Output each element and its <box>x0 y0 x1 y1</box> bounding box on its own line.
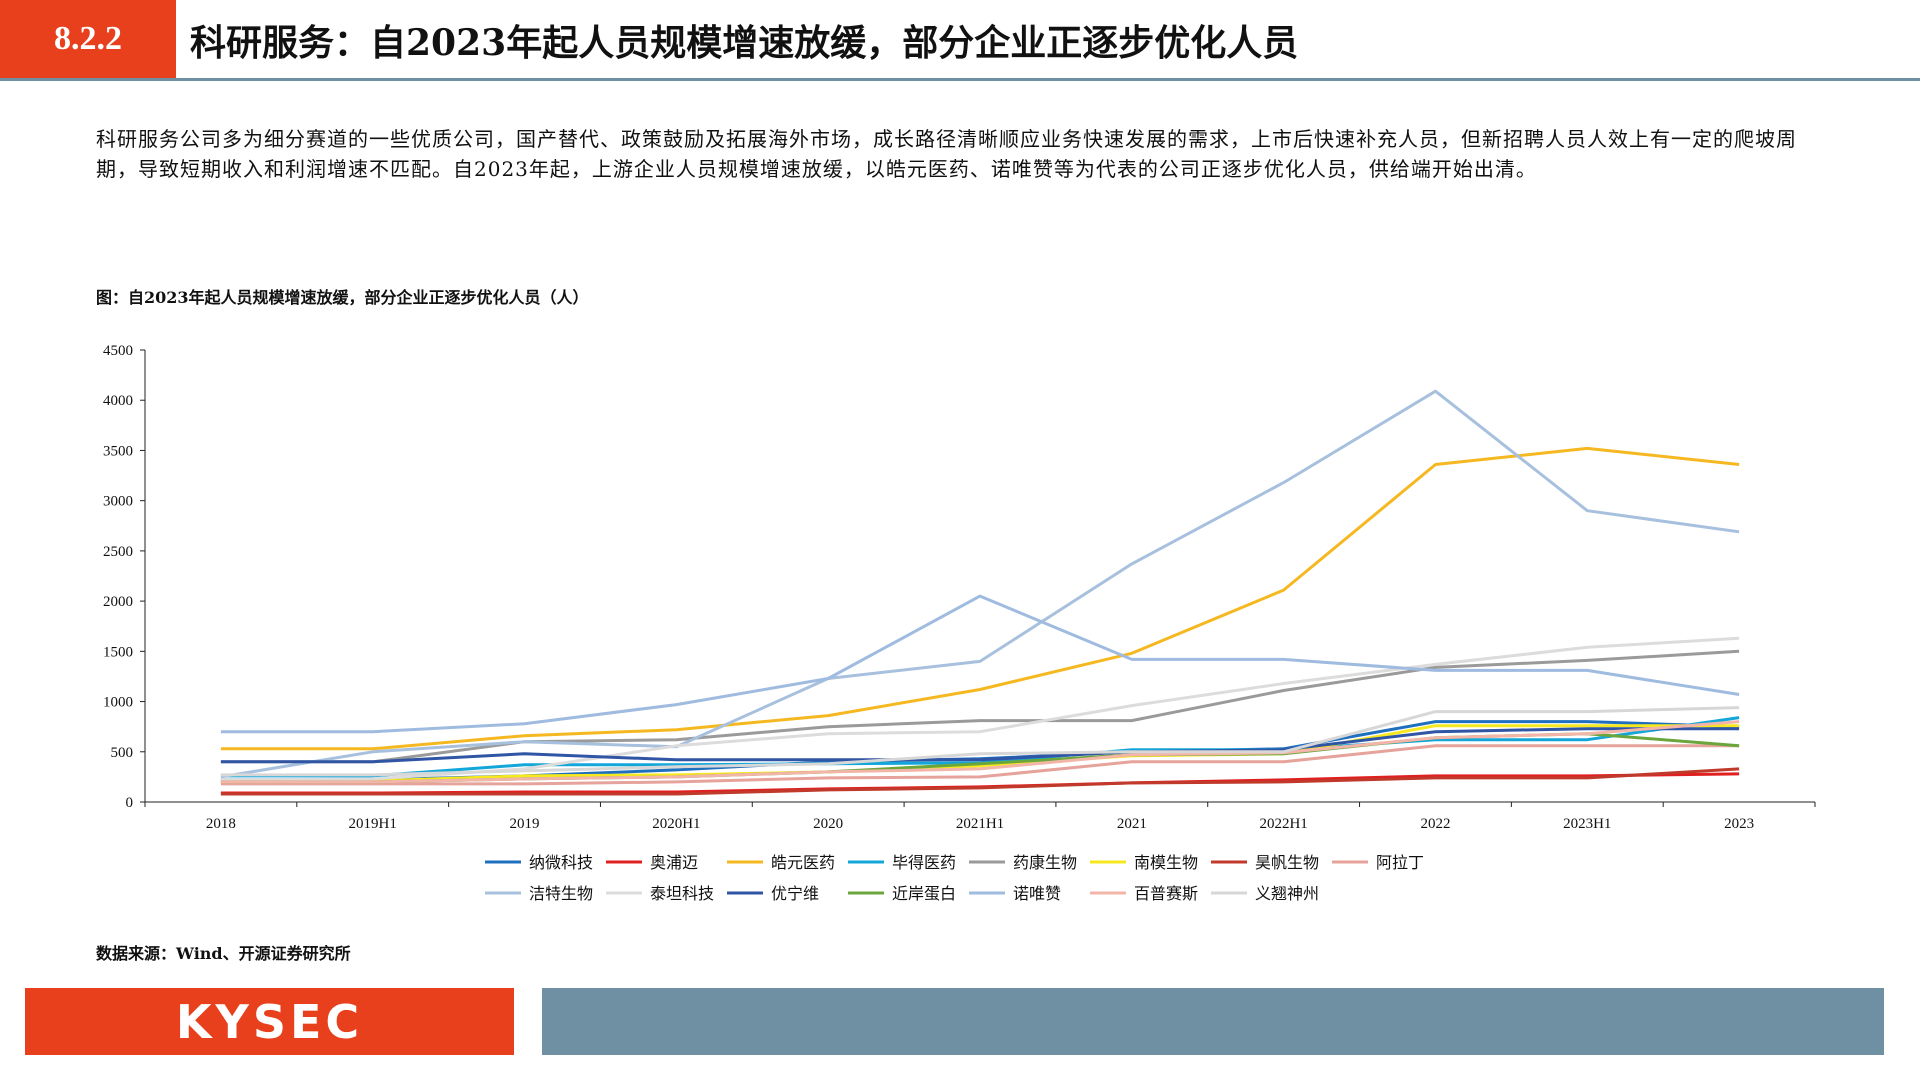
y-tick-label: 4000 <box>103 393 133 409</box>
header: 8.2.2 科研服务：自2023年起人员规模增速放缓，部分企业正逐步优化人员 <box>0 0 1920 81</box>
legend-label: 百普赛斯 <box>1134 884 1198 903</box>
legend-label: 优宁维 <box>771 884 819 903</box>
series-line <box>220 724 1740 784</box>
x-tick-label: 2019H1 <box>349 816 397 832</box>
y-tick-label: 2500 <box>103 544 133 560</box>
footer-bar <box>542 988 1884 1055</box>
y-tick-label: 1500 <box>103 644 133 660</box>
series-line <box>220 649 1740 764</box>
series-line <box>220 767 1740 796</box>
legend-label: 阿拉丁 <box>1376 853 1424 872</box>
x-tick-label: 2022H1 <box>1259 816 1307 832</box>
x-tick-label: 2020 <box>813 816 843 832</box>
figure-title: 图：自2023年起人员规模增速放缓，部分企业正逐步优化人员（人） <box>96 288 589 307</box>
legend-label: 诺唯赞 <box>1013 884 1061 903</box>
y-tick-label: 2000 <box>103 594 133 610</box>
y-tick-label: 3000 <box>103 494 133 510</box>
line-chart: 0 500 1000 1500 2000 2500 3000 3500 4000 4500 2018… <box>103 343 1816 903</box>
legend-label: 毕得医药 <box>892 853 956 872</box>
y-tick-label: 4500 <box>103 343 133 359</box>
legend-label: 南模生物 <box>1134 853 1198 872</box>
x-tick-label: 2022 <box>1420 816 1450 832</box>
series-line <box>220 446 1740 751</box>
header-divider <box>0 78 1920 81</box>
legend-label: 洁特生物 <box>529 884 593 903</box>
legend-label: 奥浦迈 <box>650 853 698 872</box>
data-source: 数据来源：Wind、开源证券研究所 <box>96 944 351 963</box>
page-title: 科研服务：自2023年起人员规模增速放缓，部分企业正逐步优化人员 <box>190 22 1299 64</box>
legend-label: 义翘神州 <box>1255 884 1319 903</box>
logo-text: KYSEC <box>175 994 364 1049</box>
x-tick-label: 2018 <box>206 816 236 832</box>
x-tick-label: 2021 <box>1117 816 1147 832</box>
intro-paragraph: 科研服务公司多为细分赛道的一些优质公司，国产替代、政策鼓励及拓展海外市场，成长路… <box>96 127 1797 181</box>
legend-label: 药康生物 <box>1013 853 1077 872</box>
legend-label: 纳微科技 <box>529 853 593 872</box>
x-tick-label: 2021H1 <box>956 816 1004 832</box>
legend-label: 昊帆生物 <box>1255 853 1319 872</box>
x-tick-label: 2023 <box>1724 816 1754 832</box>
legend-label: 皓元医药 <box>771 853 835 872</box>
x-tick-label: 2019 <box>510 816 540 832</box>
y-tick-label: 0 <box>126 795 134 811</box>
y-tick-label: 500 <box>111 745 134 761</box>
series-line <box>220 706 1740 777</box>
series-line <box>220 720 1740 784</box>
series-line <box>220 389 1740 779</box>
section-number: 8.2.2 <box>0 0 176 78</box>
kysec-logo: KYSEC <box>25 988 514 1055</box>
legend-label: 近岸蛋白 <box>892 884 956 903</box>
series-line <box>220 727 1740 764</box>
series-line <box>220 744 1740 786</box>
x-tick-label: 2023H1 <box>1563 816 1611 832</box>
y-tick-label: 3500 <box>103 443 133 459</box>
x-tick-label: 2020H1 <box>652 816 700 832</box>
legend-label: 泰坦科技 <box>650 884 714 903</box>
series-line <box>220 594 1740 734</box>
y-tick-label: 1000 <box>103 695 133 711</box>
